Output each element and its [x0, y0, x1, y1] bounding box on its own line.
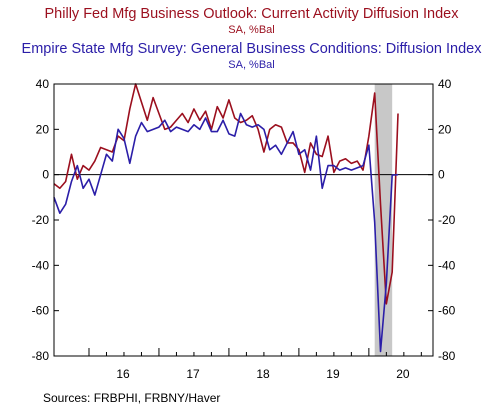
y-tick-label-right: -20: [438, 213, 456, 227]
y-tick-label-left: 0: [42, 168, 49, 182]
y-tick-label-left: 20: [36, 122, 50, 136]
series-line-philly: [53, 83, 399, 305]
chart-subtitle-empire: SA, %Bal: [228, 59, 275, 71]
series-line-empire: [53, 112, 399, 353]
x-tick-label: 20: [396, 367, 410, 381]
y-tick-label-right: -80: [438, 349, 456, 363]
x-tick-label: 16: [116, 367, 130, 381]
chart-title-philly: Philly Fed Mfg Business Outlook: Current…: [44, 6, 459, 22]
y-tick-label-left: -40: [32, 258, 50, 272]
y-tick-label-right: -40: [438, 258, 456, 272]
y-tick-label-left: -60: [32, 304, 50, 318]
y-tick-label-left: -80: [32, 349, 50, 363]
y-tick-label-right: 40: [438, 77, 452, 91]
chart-title-empire: Empire State Mfg Survey: General Busines…: [21, 41, 482, 57]
y-tick-label-right: 20: [438, 122, 452, 136]
y-tick-label-right: 0: [438, 168, 445, 182]
source-note: Sources: FRBPHI, FRBNY/Haver: [43, 391, 221, 405]
x-tick-label: 18: [256, 367, 270, 381]
chart-subtitle-philly: SA, %Bal: [228, 24, 275, 36]
y-tick-label-left: 40: [36, 77, 50, 91]
x-tick-label: 19: [326, 367, 340, 381]
y-tick-label-right: -60: [438, 304, 456, 318]
y-tick-label-left: -20: [32, 213, 50, 227]
x-tick-label: 17: [186, 367, 200, 381]
recession-shade: [374, 84, 393, 356]
